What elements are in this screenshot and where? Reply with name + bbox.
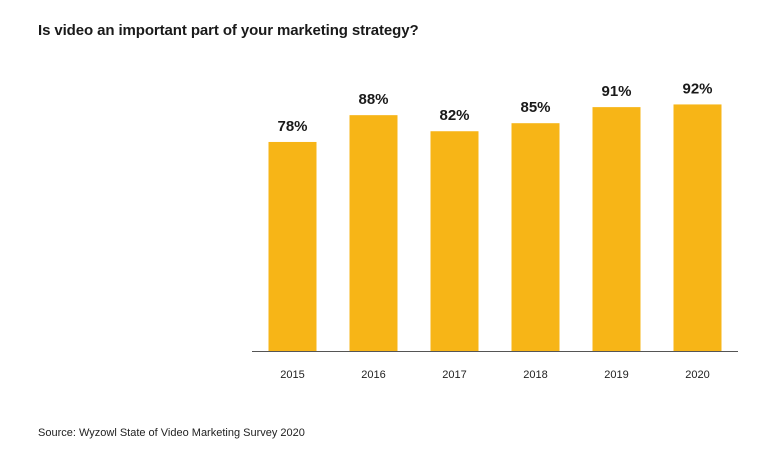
x-tick-label-2015: 2015 [280,369,304,381]
data-label-2015: 78% [277,118,307,135]
bar-2018 [511,123,560,351]
data-label-2020: 92% [682,80,712,97]
chart-title: Is video an important part of your marke… [38,22,419,39]
bar-2015 [268,141,317,351]
data-label-2018: 85% [520,99,550,116]
bar-2017 [430,131,479,351]
data-label-2019: 91% [601,83,631,100]
x-tick-label-2018: 2018 [523,369,547,381]
x-tick-label-2017: 2017 [442,369,466,381]
bar-2020 [673,104,722,351]
source-note: Source: Wyzowl State of Video Marketing … [38,427,305,439]
data-label-2017: 82% [439,107,469,124]
data-label-2016: 88% [358,91,388,108]
x-tick-label-2019: 2019 [604,369,628,381]
bar-2019 [592,107,641,352]
bar-2016 [349,115,398,351]
x-tick-label-2020: 2020 [685,369,709,381]
x-tick-label-2016: 2016 [361,369,385,381]
